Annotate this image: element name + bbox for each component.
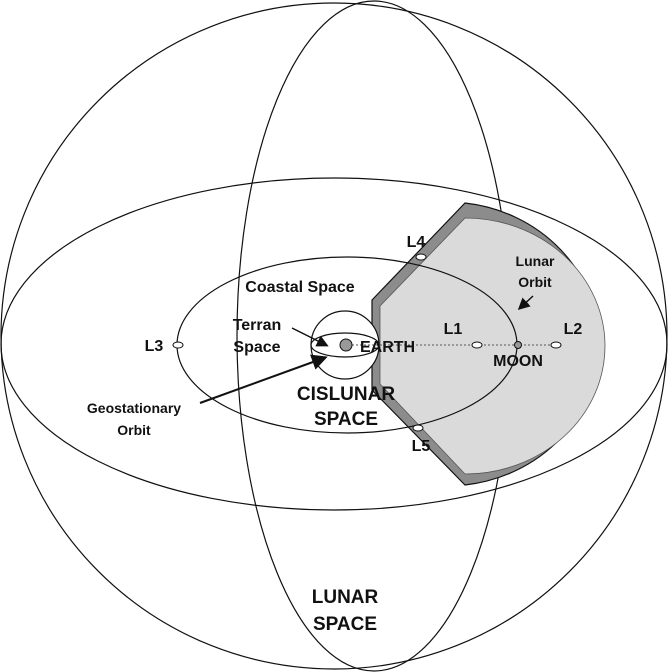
label: Lunar: [516, 253, 555, 269]
label: LUNAR: [312, 587, 379, 608]
label: Geostationary: [87, 400, 181, 416]
label: L2: [564, 321, 583, 338]
label: MOON: [493, 353, 543, 370]
label: CISLUNAR: [297, 384, 395, 405]
label: Coastal Space: [245, 279, 354, 296]
l1-point: [472, 342, 482, 348]
label: Orbit: [518, 274, 552, 290]
label: L1: [444, 321, 463, 338]
l4-point: [416, 254, 426, 260]
label: Orbit: [117, 422, 151, 438]
l3-point: [173, 342, 183, 348]
label: Terran: [233, 317, 282, 334]
label: L4: [407, 234, 426, 251]
l2-point: [551, 342, 561, 348]
l5-point: [413, 425, 423, 431]
label: EARTH: [360, 339, 415, 356]
diagram: LUNAR SPACE CISLUNAR SPACE Coastal Space…: [0, 0, 668, 672]
label: SPACE: [313, 614, 377, 635]
label: Space: [233, 339, 280, 356]
earth: [340, 339, 352, 351]
label: L5: [412, 438, 431, 455]
moon: [515, 342, 522, 349]
label: SPACE: [314, 409, 378, 430]
label: L3: [145, 338, 164, 355]
